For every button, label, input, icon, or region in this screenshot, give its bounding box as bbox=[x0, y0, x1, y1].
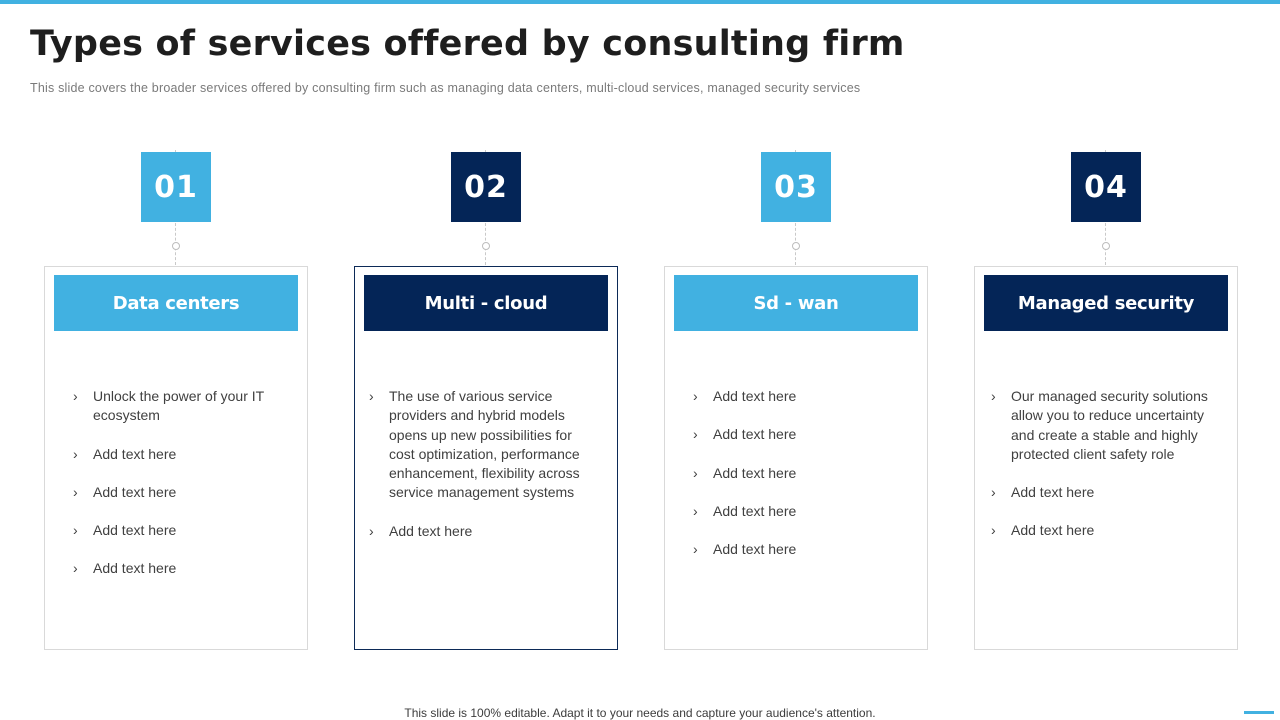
top-accent-bar bbox=[0, 0, 1280, 4]
connector-line bbox=[175, 150, 176, 152]
bullet-item: › Add text here bbox=[693, 387, 903, 406]
bullet-text: Unlock the power of your IT ecosystem bbox=[93, 388, 264, 424]
corner-accent-line bbox=[1244, 711, 1274, 714]
chevron-right-icon: › bbox=[693, 502, 698, 519]
service-bullet-list: › The use of various service providers an… bbox=[369, 387, 594, 560]
bullet-text: Add text here bbox=[713, 502, 797, 519]
step-number-badge: 01 bbox=[141, 152, 211, 222]
chevron-right-icon: › bbox=[369, 388, 374, 404]
chevron-right-icon: › bbox=[73, 483, 78, 500]
chevron-right-icon: › bbox=[991, 388, 996, 404]
service-card-heading: Sd - wan bbox=[674, 275, 918, 331]
chevron-right-icon: › bbox=[73, 445, 78, 462]
bullet-item: › The use of various service providers an… bbox=[369, 387, 594, 503]
service-card[interactable]: Multi - cloud › The use of various servic… bbox=[354, 266, 618, 650]
bullet-text: Add text here bbox=[389, 522, 473, 539]
bullet-text: Add text here bbox=[713, 388, 797, 404]
chevron-right-icon: › bbox=[693, 426, 698, 443]
step-number-badge: 02 bbox=[451, 152, 521, 222]
bullet-text: Add text here bbox=[93, 483, 177, 500]
bullet-text: Our managed security solutions allow you… bbox=[1011, 388, 1208, 462]
service-column-multi-cloud: 02 Multi - cloud › The use of various ser… bbox=[354, 150, 618, 650]
service-column-data-centers: 01 Data centers › Unlock the power of you… bbox=[44, 150, 308, 650]
service-card-heading: Managed security bbox=[984, 275, 1228, 331]
service-bullet-list: › Add text here › Add text here › Add text … bbox=[693, 387, 903, 578]
service-card[interactable]: Data centers › Unlock the power of your I… bbox=[44, 266, 308, 650]
bullet-text: Add text here bbox=[713, 541, 797, 558]
bullet-text: Add text here bbox=[93, 560, 177, 577]
service-column-sd-wan: 03 Sd - wan › Add text here › Add text her… bbox=[664, 150, 928, 650]
bullet-item: › Add text here bbox=[693, 464, 903, 483]
service-card-heading: Data centers bbox=[54, 275, 298, 331]
connector-dot bbox=[1102, 242, 1110, 250]
bullet-item: › Our managed security solutions allow yo… bbox=[991, 387, 1221, 464]
chevron-right-icon: › bbox=[693, 388, 698, 404]
service-card-heading: Multi - cloud bbox=[364, 275, 608, 331]
service-card[interactable]: Managed security › Our managed security s… bbox=[974, 266, 1238, 650]
chevron-right-icon: › bbox=[369, 522, 374, 539]
service-bullet-list: › Our managed security solutions allow yo… bbox=[991, 387, 1221, 560]
chevron-right-icon: › bbox=[991, 522, 996, 539]
bullet-text: Add text here bbox=[1011, 484, 1095, 501]
connector-line bbox=[795, 150, 796, 152]
page-subtitle: This slide covers the broader services o… bbox=[30, 81, 861, 95]
bullet-item: › Add text here bbox=[73, 483, 283, 502]
bullet-item: › Add text here bbox=[73, 559, 283, 578]
bullet-item: › Add text here bbox=[73, 445, 283, 464]
connector-dot bbox=[482, 242, 490, 250]
chevron-right-icon: › bbox=[73, 388, 78, 404]
bullet-text: Add text here bbox=[93, 445, 177, 462]
step-number-badge: 03 bbox=[761, 152, 831, 222]
service-column-managed-security: 04 Managed security › Our managed securit… bbox=[974, 150, 1238, 650]
bullet-text: Add text here bbox=[93, 522, 177, 539]
chevron-right-icon: › bbox=[73, 560, 78, 577]
bullet-item: › Add text here bbox=[369, 522, 594, 541]
connector-line bbox=[1105, 150, 1106, 152]
connector-dot bbox=[172, 242, 180, 250]
bullet-item: › Unlock the power of your IT ecosystem bbox=[73, 387, 283, 426]
bullet-item: › Add text here bbox=[991, 483, 1221, 502]
page-title: Types of services offered by consulting … bbox=[30, 24, 905, 64]
chevron-right-icon: › bbox=[73, 522, 78, 539]
service-bullet-list: › Unlock the power of your IT ecosystem ›… bbox=[73, 387, 283, 598]
bullet-item: › Add text here bbox=[73, 521, 283, 540]
bullet-item: › Add text here bbox=[991, 521, 1221, 540]
footer-note: This slide is 100% editable. Adapt it to… bbox=[404, 706, 876, 720]
bullet-text: Add text here bbox=[713, 426, 797, 443]
step-number-badge: 04 bbox=[1071, 152, 1141, 222]
service-card[interactable]: Sd - wan › Add text here › Add text here ›… bbox=[664, 266, 928, 650]
connector-line bbox=[485, 150, 486, 152]
connector-dot bbox=[792, 242, 800, 250]
bullet-item: › Add text here bbox=[693, 502, 903, 521]
bullet-item: › Add text here bbox=[693, 425, 903, 444]
chevron-right-icon: › bbox=[693, 541, 698, 558]
bullet-text: The use of various service providers and… bbox=[389, 388, 580, 501]
bullet-text: Add text here bbox=[713, 464, 797, 481]
bullet-text: Add text here bbox=[1011, 522, 1095, 539]
chevron-right-icon: › bbox=[693, 464, 698, 481]
chevron-right-icon: › bbox=[991, 484, 996, 501]
bullet-item: › Add text here bbox=[693, 540, 903, 559]
